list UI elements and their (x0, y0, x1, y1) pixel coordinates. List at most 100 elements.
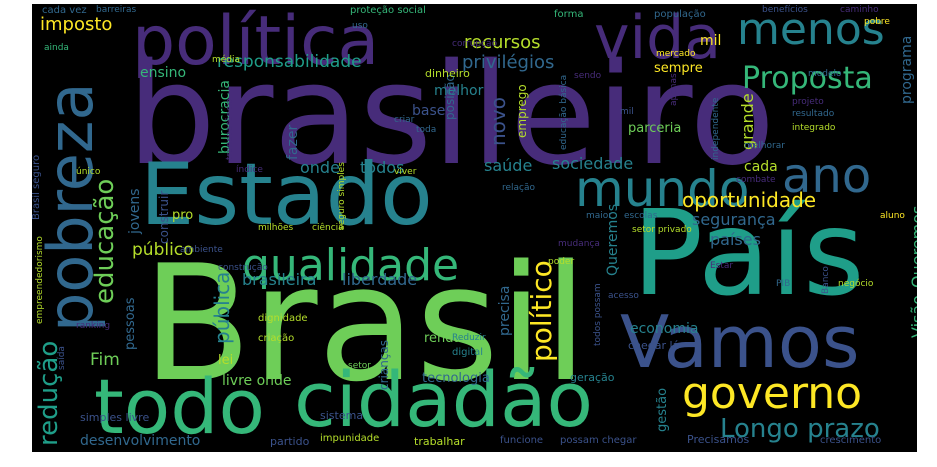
word: apenas (669, 73, 679, 106)
word: novo (486, 97, 510, 146)
word: Fim (90, 350, 120, 370)
word: digital (452, 347, 484, 358)
word: brasileira (242, 270, 317, 289)
word: pobre (864, 17, 890, 27)
word: poder (548, 257, 575, 267)
word: pro (172, 208, 194, 223)
word: desenvolvimento (80, 433, 201, 449)
word: população (654, 9, 706, 20)
word: Precisamos (687, 433, 750, 446)
word: Brasil (142, 230, 588, 417)
word: Proposta (742, 61, 873, 96)
word: cidadão (294, 355, 594, 444)
word: criar (394, 115, 415, 125)
word: proteção social (350, 5, 426, 16)
word: partido (270, 435, 310, 448)
word: mundo (575, 160, 750, 218)
word: maior (586, 211, 612, 221)
word: cada (744, 159, 778, 175)
word: barreiras (96, 5, 137, 15)
word: parceria (628, 121, 682, 136)
word: programa (899, 35, 915, 104)
word: sistema (320, 409, 364, 422)
word: índice (236, 165, 263, 175)
word: fazer (285, 124, 301, 160)
word: Vamos (620, 300, 860, 384)
word: acesso (608, 291, 639, 301)
word: jovens (127, 188, 143, 234)
word: recursos (464, 32, 541, 53)
word: segurança (692, 210, 776, 229)
word: chegar lá (628, 339, 680, 352)
word: mil (620, 107, 634, 117)
word: responsabilidade (217, 52, 362, 72)
word: melhorar (744, 141, 785, 151)
word: sociedade (552, 154, 634, 173)
word: saúde (484, 156, 533, 175)
word: político (525, 260, 558, 362)
word: Longo prazo (720, 414, 880, 444)
word: ano (782, 148, 872, 204)
word: sendo (574, 71, 602, 81)
word: dignidade (258, 313, 308, 324)
word: dinheiro (425, 67, 470, 80)
word: País (632, 184, 865, 322)
word: saída (57, 346, 67, 370)
word: economia (630, 321, 699, 337)
word: Estado (140, 145, 433, 245)
word: mercado (656, 49, 696, 59)
word: trabalhar (414, 435, 465, 448)
word: setor privado (632, 225, 692, 235)
word: renda (424, 331, 462, 346)
word: privilégios (462, 52, 555, 73)
word: negócio (838, 279, 874, 289)
word: uso (352, 21, 368, 31)
word: independente (711, 97, 721, 160)
word: educação básica (559, 74, 569, 150)
word: lei (218, 353, 234, 368)
word: mil (700, 33, 722, 49)
word: imposto (40, 14, 113, 35)
word: pública (210, 271, 234, 344)
word: benefícios (762, 5, 808, 15)
word: combate (736, 175, 776, 185)
word: onde (300, 158, 340, 177)
word: educação (90, 178, 120, 304)
word: todos (360, 158, 405, 177)
word: ciência (312, 223, 344, 233)
word: Reduzir (452, 333, 486, 343)
word: criação (258, 333, 295, 344)
word: precisa (497, 285, 513, 336)
word: política (132, 4, 380, 81)
word: menos (737, 4, 885, 55)
word: gestão (655, 387, 670, 432)
word: toda (416, 125, 437, 135)
word: aluno (880, 211, 905, 221)
word: seguro simples (337, 162, 347, 230)
word: ainda (44, 43, 69, 53)
word: geração (570, 371, 615, 384)
word: caminho (840, 5, 879, 15)
word: oportunidade (682, 188, 817, 212)
word: Estar (710, 261, 734, 271)
word: Queremos (908, 205, 917, 288)
word: Visão (908, 295, 917, 338)
word: crianças (377, 339, 391, 390)
word: crescimento (820, 435, 882, 446)
word: único (76, 167, 101, 177)
word: média (212, 55, 241, 65)
word: relação (502, 183, 536, 193)
word: forma (554, 9, 584, 20)
word: Brasil seguro (32, 154, 42, 220)
word: construir (157, 190, 171, 244)
word: empreendedorismo (35, 236, 45, 324)
word: Banco (821, 266, 831, 294)
word: PIB (776, 279, 791, 289)
word: construção (218, 263, 268, 273)
word: posição (443, 74, 457, 120)
word: projeto (792, 97, 824, 107)
word: todos possam (593, 283, 603, 346)
word: escolas (624, 211, 658, 221)
word: emprego (515, 84, 529, 138)
word: funcione (500, 435, 544, 446)
